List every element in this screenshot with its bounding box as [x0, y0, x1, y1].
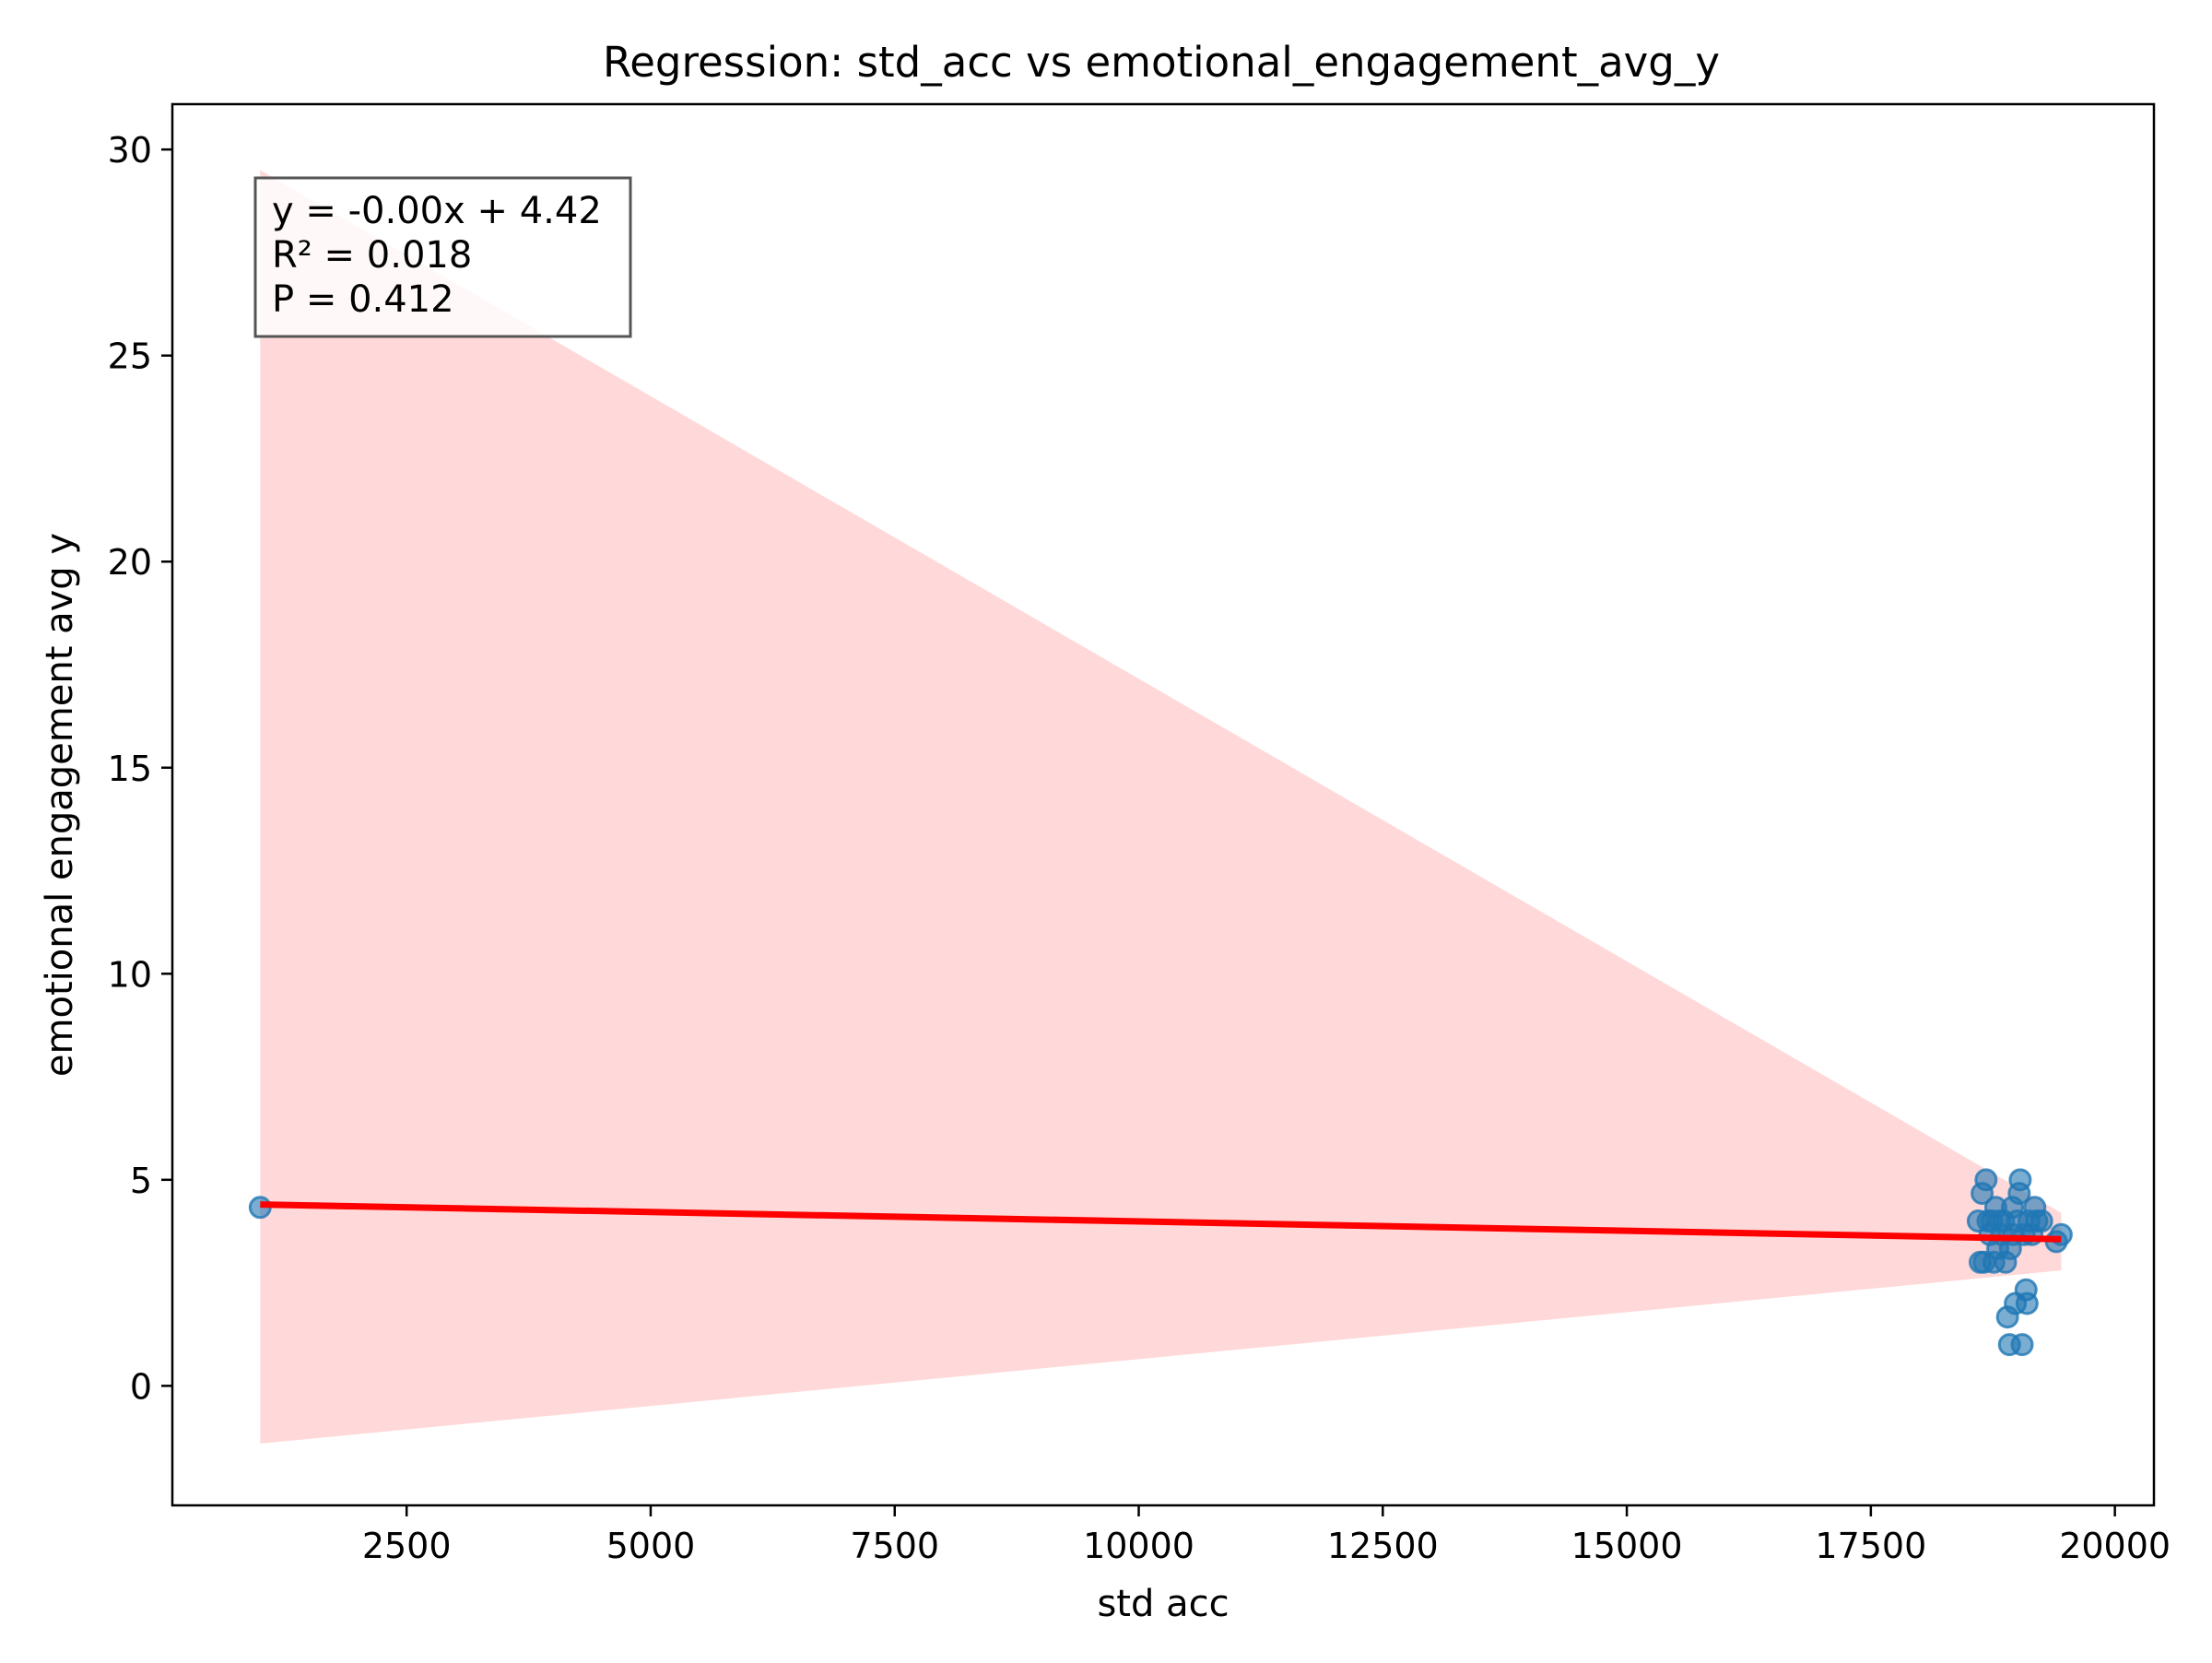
y-axis-ticks: 0 5 10 15 20 25 30	[108, 130, 172, 1407]
plot-frame	[171, 102, 2156, 1507]
annotation-equation: y = -0.00x + 4.42	[272, 190, 602, 232]
y-tick-label: 20	[108, 542, 152, 583]
confidence-band	[260, 170, 2062, 1444]
y-axis-label: emotional engagement avg y	[39, 533, 81, 1077]
y-tick-label: 30	[108, 130, 152, 171]
y-tick-label: 5	[130, 1161, 152, 1201]
scatter-point	[2008, 1168, 2032, 1192]
x-tick-label: 2500	[362, 1526, 452, 1566]
x-tick-label: 20000	[2059, 1526, 2171, 1566]
annotation-p-value: P = 0.412	[272, 278, 454, 321]
x-axis-ticks: 2500 5000 7500 10000 12500 15000 17500 20000	[362, 1505, 2171, 1566]
chart-title: Regression: std_acc vs emotional_engagem…	[603, 38, 1720, 87]
plot-area	[248, 170, 2073, 1444]
y-tick-label: 10	[108, 954, 152, 995]
regression-line-layer	[260, 1201, 2062, 1243]
confidence-band-layer	[260, 170, 2062, 1444]
scatter-point	[2030, 1209, 2053, 1233]
x-tick-label: 7500	[850, 1526, 939, 1566]
y-tick-label: 25	[108, 336, 152, 377]
x-tick-label: 15000	[1571, 1526, 1683, 1566]
scatter-point	[1974, 1168, 1998, 1192]
x-tick-label: 12500	[1327, 1526, 1439, 1566]
scatter-point	[2015, 1291, 2039, 1315]
scatter-point	[2010, 1333, 2034, 1357]
y-tick-label: 15	[108, 749, 152, 789]
x-axis-label: std acc	[1097, 1583, 1229, 1625]
stats-annotation-box: y = -0.00x + 4.42 R² = 0.018 P = 0.412	[253, 176, 632, 338]
annotation-frame	[253, 176, 632, 338]
annotation-r-squared: R² = 0.018	[272, 234, 472, 277]
x-tick-label: 5000	[606, 1526, 696, 1566]
x-tick-label: 17500	[1815, 1526, 1926, 1566]
y-tick-label: 0	[130, 1366, 152, 1407]
x-tick-label: 10000	[1083, 1526, 1194, 1566]
regression-line	[260, 1201, 2062, 1243]
